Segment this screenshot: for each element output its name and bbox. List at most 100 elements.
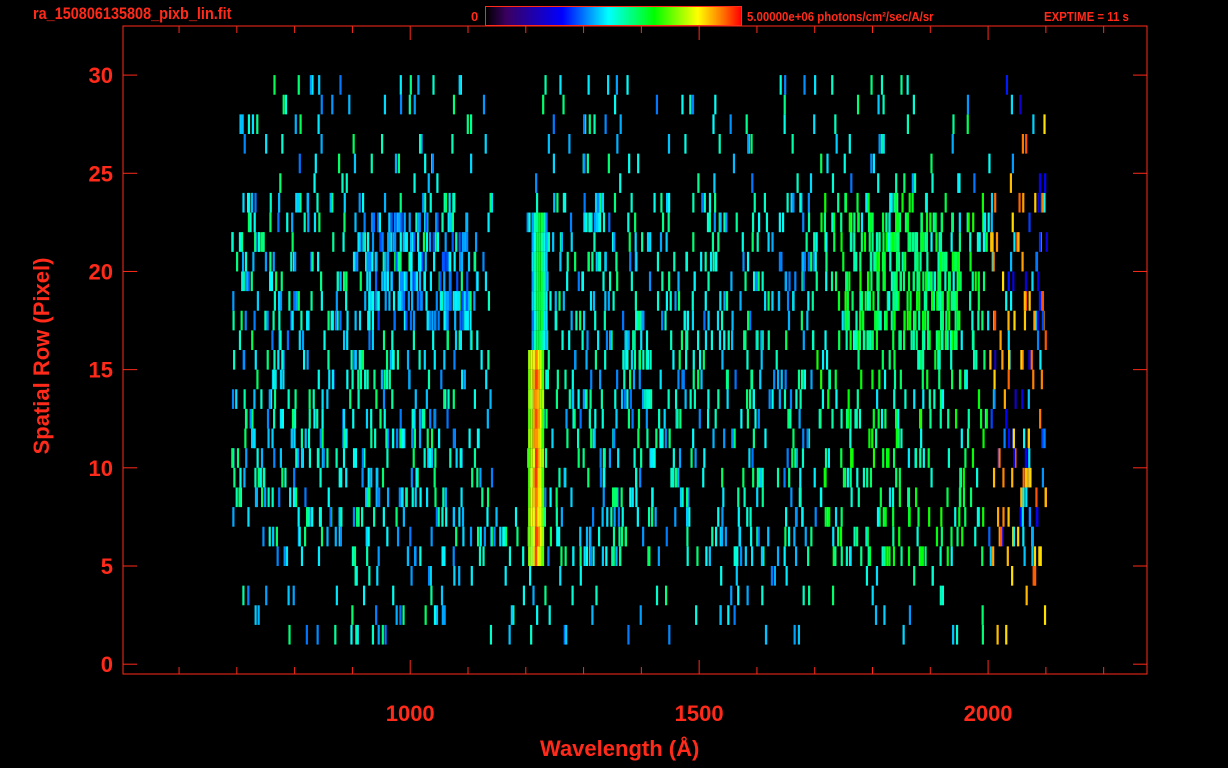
spectral-pixel [277, 291, 281, 311]
spectral-pixel [273, 75, 276, 95]
spectral-pixel [629, 487, 632, 508]
spectral-pixel [522, 546, 525, 566]
spectral-pixel [409, 232, 413, 252]
spectral-pixel [812, 251, 816, 272]
spectral-pixel [865, 192, 868, 213]
spectral-pixel [914, 232, 917, 252]
spectral-pixel [416, 291, 419, 311]
spectral-pixel [920, 232, 923, 252]
spectral-pixel [403, 271, 406, 292]
spectral-pixel [371, 310, 374, 331]
spectral-pixel [396, 350, 400, 370]
spectral-pixel [792, 428, 795, 449]
spectral-pixel [340, 507, 343, 527]
x-tick-label: 1500 [675, 701, 724, 726]
spectral-pixel [770, 566, 773, 586]
spectral-pixel [994, 310, 997, 331]
spectral-pixel [888, 232, 891, 252]
spectral-pixel [589, 546, 593, 566]
spectral-pixel [532, 389, 535, 409]
spectral-pixel [247, 192, 250, 213]
spectral-pixel [637, 408, 641, 429]
spectral-pixel [579, 310, 582, 331]
spectral-pixel [555, 487, 558, 508]
spectral-pixel [992, 251, 995, 272]
spectral-pixel [416, 232, 420, 252]
spectral-pixel [566, 251, 569, 272]
spectral-pixel [719, 291, 722, 311]
spectral-pixel [1035, 507, 1038, 527]
spectral-pixel [901, 251, 904, 272]
spectral-pixel [279, 291, 283, 311]
spectral-pixel [845, 330, 848, 350]
spectral-pixel [631, 487, 634, 508]
spectral-pixel [378, 487, 381, 508]
spectral-pixel [544, 448, 548, 468]
spectral-pixel [394, 153, 398, 174]
spectral-pixel [254, 192, 257, 213]
spectral-pixel [651, 507, 654, 527]
spectral-pixel [334, 526, 337, 547]
spectral-pixel [383, 192, 387, 213]
spectral-pixel [1041, 310, 1044, 331]
spectral-pixel [531, 330, 534, 350]
spectral-pixel [850, 173, 853, 193]
spectral-pixel [529, 566, 532, 586]
spectral-pixel [455, 448, 458, 468]
spectral-pixel [1029, 467, 1032, 488]
spectral-pixel [876, 389, 879, 409]
spectral-pixel [538, 291, 541, 311]
spectral-pixel [757, 526, 760, 547]
spectral-pixel [653, 192, 656, 213]
spectral-pixel [433, 350, 436, 370]
spectral-pixel [273, 389, 277, 409]
spectral-pixel [783, 114, 786, 134]
spectral-pixel [707, 271, 710, 292]
spectral-pixel [930, 153, 933, 174]
spectral-pixel [907, 448, 910, 468]
spectral-pixel [667, 134, 671, 154]
spectral-pixel [532, 350, 535, 370]
spectral-pixel [537, 526, 540, 547]
spectral-pixel [848, 212, 851, 233]
spectral-pixel [800, 369, 804, 390]
spectral-pixel [429, 566, 432, 586]
spectral-pixel [357, 507, 360, 527]
x-axis-label: Wavelength (Å) [540, 736, 700, 761]
spectral-pixel [537, 350, 540, 370]
spectral-pixel [397, 153, 401, 174]
spectral-pixel [971, 330, 974, 350]
spectral-pixel [788, 526, 791, 547]
spectral-pixel [402, 507, 405, 527]
spectral-pixel [807, 251, 810, 272]
spectral-pixel [579, 526, 582, 547]
spectral-pixel [538, 330, 541, 350]
spectral-pixel [430, 428, 434, 449]
spectral-pixel [432, 330, 435, 350]
spectral-pixel [834, 114, 837, 134]
spectral-pixel [627, 624, 630, 645]
spectral-pixel [731, 330, 734, 350]
spectral-pixel [906, 212, 909, 233]
spectral-pixel [1012, 271, 1015, 292]
spectral-pixel [806, 428, 809, 449]
spectral-pixel [352, 507, 356, 527]
spectral-pixel [761, 271, 764, 292]
spectral-pixel [463, 310, 466, 331]
spectral-pixel [953, 291, 957, 311]
spectral-pixel [597, 526, 601, 547]
spectral-pixel [426, 428, 429, 449]
spectral-pixel [778, 251, 782, 272]
spectral-pixel [922, 448, 925, 468]
spectral-pixel [928, 507, 931, 527]
spectral-pixel [486, 408, 489, 429]
spectral-pixel [394, 212, 397, 233]
spectral-pixel [698, 350, 702, 370]
spectral-pixel [824, 467, 827, 488]
spectral-pixel [941, 291, 944, 311]
spectral-pixel [981, 310, 984, 331]
spectral-pixel [342, 232, 345, 252]
spectral-pixel [753, 192, 756, 213]
spectral-pixel [617, 507, 620, 527]
spectral-pixel [539, 507, 542, 527]
